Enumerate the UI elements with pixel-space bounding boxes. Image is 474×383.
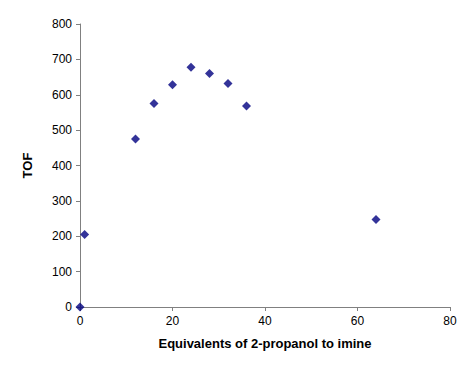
svg-text:Equivalents of 2-propanol to i: Equivalents of 2-propanol to imine: [158, 336, 371, 351]
svg-text:60: 60: [351, 314, 365, 328]
svg-text:500: 500: [52, 123, 72, 137]
svg-text:80: 80: [443, 314, 457, 328]
svg-text:0: 0: [77, 314, 84, 328]
svg-text:700: 700: [52, 52, 72, 66]
svg-text:400: 400: [52, 159, 72, 173]
svg-text:20: 20: [166, 314, 180, 328]
svg-text:200: 200: [52, 229, 72, 243]
svg-text:600: 600: [52, 88, 72, 102]
svg-text:0: 0: [65, 300, 72, 314]
svg-text:300: 300: [52, 194, 72, 208]
svg-text:800: 800: [52, 17, 72, 31]
svg-text:40: 40: [258, 314, 272, 328]
svg-text:100: 100: [52, 265, 72, 279]
svg-text:TOF: TOF: [20, 153, 35, 179]
